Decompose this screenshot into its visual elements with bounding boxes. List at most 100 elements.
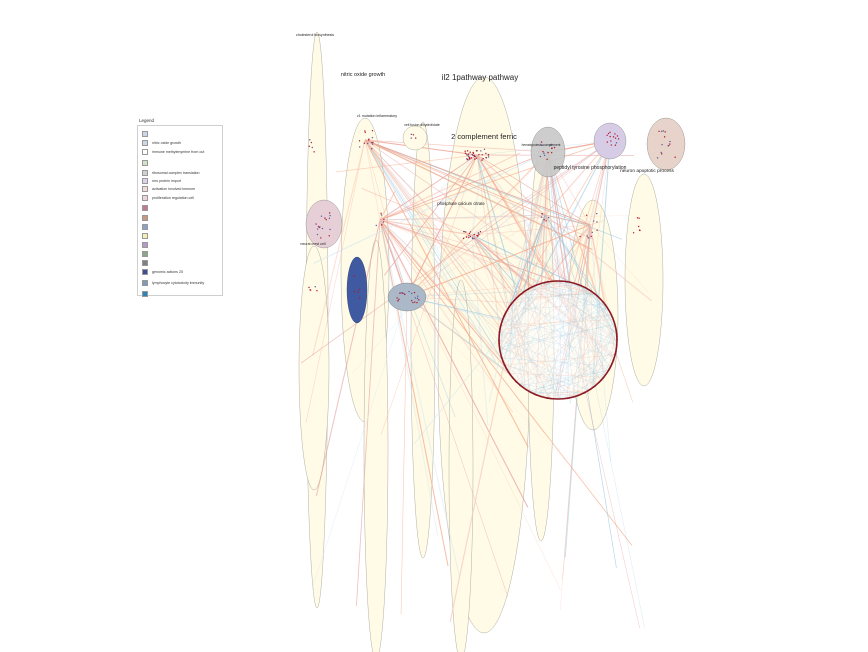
- legend-label: genomic actions 25: [152, 269, 183, 274]
- edge: [406, 151, 549, 298]
- node: [363, 142, 366, 144]
- node: [314, 286, 316, 288]
- edge: [510, 305, 544, 397]
- node: [607, 369, 610, 372]
- edge: [471, 234, 489, 426]
- node: [616, 338, 618, 341]
- edge: [476, 154, 546, 216]
- edge: [500, 329, 503, 357]
- edge: [499, 340, 604, 377]
- edge: [379, 219, 501, 331]
- node: [669, 143, 671, 145]
- legend-item: proliferation regulation cell: [142, 194, 194, 201]
- node: [667, 145, 669, 147]
- node: [414, 297, 417, 299]
- node: [318, 226, 321, 229]
- node: [485, 152, 487, 155]
- edge: [582, 287, 601, 301]
- edge: [499, 283, 543, 337]
- edge: [524, 285, 538, 293]
- cluster-ellipse: [448, 279, 474, 652]
- legend-swatch: [142, 185, 148, 192]
- node: [543, 219, 545, 221]
- edge: [315, 219, 381, 497]
- legend-item: [142, 130, 152, 137]
- node: [664, 131, 666, 133]
- edge: [383, 154, 478, 276]
- edge: [548, 283, 572, 398]
- edge: [476, 154, 501, 340]
- legend-swatch: [142, 259, 148, 266]
- edge: [379, 219, 461, 578]
- node: [611, 363, 613, 365]
- edge: [585, 288, 616, 336]
- node: [380, 212, 382, 214]
- node: [504, 312, 507, 315]
- edge: [593, 297, 598, 386]
- node: [590, 290, 593, 293]
- legend-swatch: [142, 148, 148, 155]
- legend-swatch: [142, 139, 148, 146]
- node: [506, 368, 508, 371]
- node: [502, 361, 504, 363]
- node: [481, 159, 483, 161]
- node: [543, 281, 546, 284]
- edge: [508, 303, 513, 370]
- node: [469, 151, 471, 153]
- edge: [546, 283, 617, 339]
- edge: [538, 350, 616, 395]
- edge: [364, 139, 497, 362]
- node: [577, 283, 580, 286]
- edge: [476, 154, 510, 309]
- cluster-label-cell-fusion: cell fusion dihydrofolate: [404, 123, 440, 127]
- legend-label: proliferation regulation cell: [152, 195, 194, 200]
- edge: [508, 303, 604, 310]
- node: [609, 366, 611, 369]
- node: [483, 148, 486, 150]
- edge: [546, 283, 588, 391]
- node: [607, 132, 610, 135]
- edge: [589, 224, 649, 293]
- node: [464, 150, 466, 152]
- node: [375, 224, 377, 227]
- node: [610, 365, 612, 367]
- legend-label: mrs protein import: [152, 178, 181, 183]
- edge: [471, 234, 582, 288]
- node: [566, 281, 569, 283]
- edge: [312, 296, 408, 589]
- edge: [507, 214, 546, 312]
- edge: [379, 219, 540, 286]
- node: [358, 140, 361, 142]
- node: [606, 141, 608, 143]
- edge: [515, 288, 586, 380]
- node: [370, 141, 373, 144]
- cluster-label-complement: 2 complement ferric: [451, 132, 517, 141]
- node: [309, 289, 312, 291]
- edge: [544, 214, 591, 226]
- node: [553, 146, 556, 149]
- node: [357, 291, 359, 293]
- edge: [530, 366, 610, 392]
- edge: [364, 139, 623, 240]
- edge: [518, 214, 546, 307]
- node: [408, 290, 410, 293]
- node: [663, 136, 666, 138]
- edge: [500, 332, 573, 397]
- legend-swatch: [142, 177, 148, 184]
- edge: [511, 303, 604, 376]
- node: [353, 275, 355, 277]
- cluster-ellipse: [363, 239, 389, 652]
- node: [609, 131, 611, 134]
- legend-swatch: [142, 130, 148, 137]
- node: [477, 235, 479, 237]
- edge: [543, 282, 564, 285]
- cluster-label-neural-crest: neural crest cell: [300, 242, 325, 246]
- edge: [573, 224, 591, 285]
- cluster-ellipse: [624, 173, 664, 387]
- edge: [488, 151, 549, 403]
- node: [372, 141, 374, 144]
- node: [315, 223, 317, 225]
- legend-swatch: [142, 169, 148, 176]
- node: [499, 327, 501, 330]
- node: [533, 393, 536, 395]
